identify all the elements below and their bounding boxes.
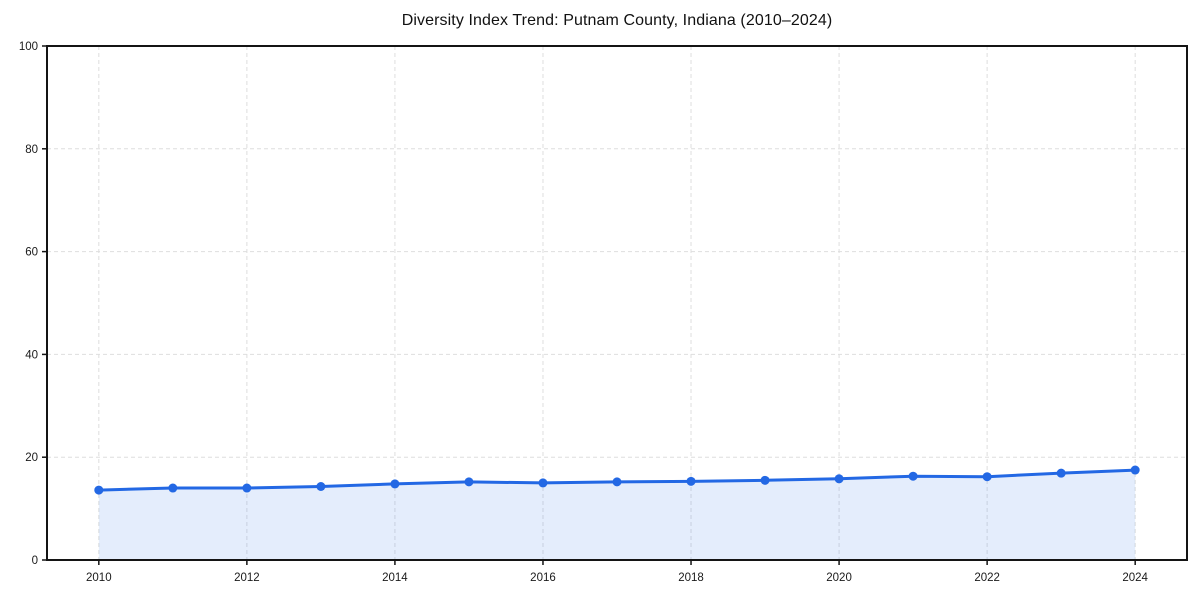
x-tick-label: 2016 [530, 572, 556, 584]
x-tick-label: 2012 [234, 572, 260, 584]
data-point [1130, 465, 1140, 475]
data-point [908, 471, 918, 481]
chart-title: Diversity Index Trend: Putnam County, In… [401, 12, 833, 29]
area-fill [98, 470, 1136, 560]
data-point [316, 481, 326, 491]
data-point [612, 477, 622, 487]
data-point [1056, 468, 1066, 478]
x-tick-label: 2014 [382, 572, 408, 584]
x-tick-label: 2018 [678, 572, 704, 584]
data-point [834, 474, 844, 484]
y-tick-label: 20 [25, 452, 38, 464]
x-tick-label: 2024 [1122, 572, 1148, 584]
plot-border [46, 45, 1188, 561]
data-point [538, 478, 548, 488]
y-tick-label: 60 [25, 247, 38, 259]
y-tick-label: 100 [19, 41, 38, 53]
data-point [242, 483, 252, 493]
data-point [982, 472, 992, 482]
y-tick-label: 0 [32, 555, 38, 567]
x-tick-label: 2022 [974, 572, 1000, 584]
y-tick-label: 40 [25, 349, 38, 361]
x-tick-label: 2020 [826, 572, 852, 584]
data-point [686, 476, 696, 486]
data-point [390, 479, 400, 489]
data-point [464, 477, 474, 487]
data-point [168, 483, 178, 493]
data-point [94, 485, 104, 495]
data-point [760, 475, 770, 485]
x-tick-label: 2010 [86, 572, 112, 584]
y-tick-label: 80 [25, 144, 38, 156]
